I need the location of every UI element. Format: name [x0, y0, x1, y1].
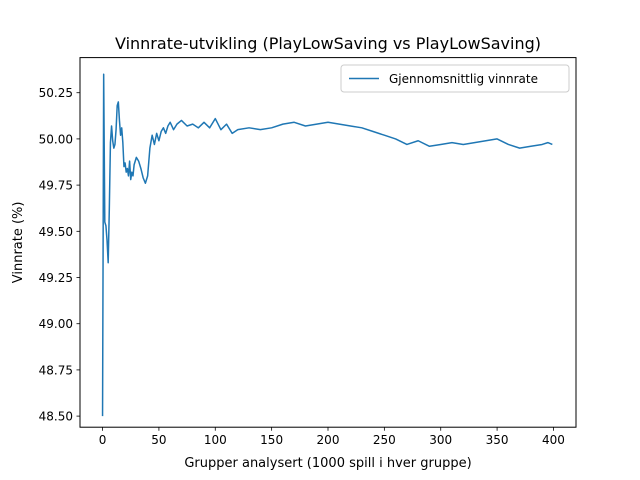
x-tick-label: 400	[542, 433, 565, 447]
series-line	[101, 73, 553, 417]
y-tick-label: 49.75	[39, 179, 73, 193]
x-tick-label: 0	[99, 433, 107, 447]
y-axis-label: Vinnrate (%)	[11, 202, 26, 284]
x-axis-label: Grupper analysert (1000 spill i hver gru…	[184, 456, 471, 471]
legend: Gjennomsnittlig vinnrate	[340, 64, 570, 93]
x-tick-label: 350	[486, 433, 509, 447]
x-axis-ticks: 0 50 100 150 200 250 300 350 400	[99, 427, 565, 447]
y-tick-label: 49.00	[39, 317, 73, 331]
y-tick-label: 49.25	[39, 271, 73, 285]
x-tick-label: 200	[317, 433, 340, 447]
chart-title: Vinnrate-utvikling (PlayLowSaving vs Pla…	[115, 34, 541, 53]
x-tick-label: 150	[260, 433, 283, 447]
y-axis-ticks: 48.50 48.75 49.00 49.25 49.50 49.75 50.00 50.25	[39, 86, 80, 424]
x-tick-label: 250	[373, 433, 396, 447]
y-tick-label: 50.25	[39, 86, 73, 100]
y-tick-label: 49.50	[39, 225, 73, 239]
x-tick-label: 100	[204, 433, 227, 447]
y-tick-label: 50.00	[39, 132, 73, 146]
y-tick-label: 48.50	[39, 410, 73, 424]
legend-entry-label: Gjennomsnittlig vinnrate	[389, 72, 538, 86]
y-tick-label: 48.75	[39, 363, 73, 377]
x-tick-label: 50	[151, 433, 166, 447]
legend-box	[340, 64, 570, 93]
x-tick-label: 300	[429, 433, 452, 447]
